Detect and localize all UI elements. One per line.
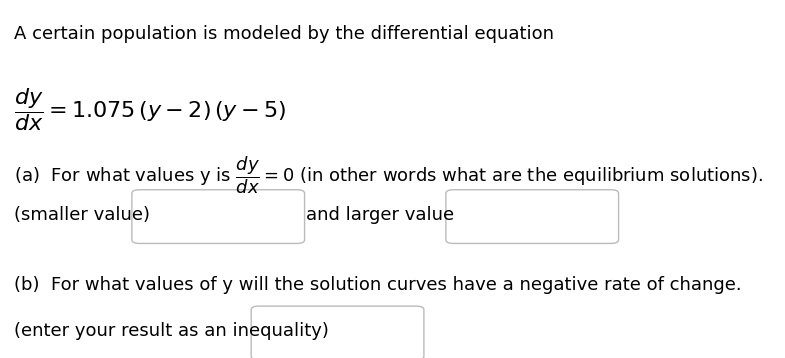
Text: and larger value: and larger value (306, 206, 455, 224)
FancyBboxPatch shape (446, 190, 619, 243)
Text: (b)  For what values of y will the solution curves have a negative rate of chang: (b) For what values of y will the soluti… (14, 276, 742, 294)
FancyBboxPatch shape (251, 306, 424, 358)
Text: A certain population is modeled by the differential equation: A certain population is modeled by the d… (14, 25, 554, 43)
Text: (a)  For what values y is $\dfrac{dy}{dx} = 0$ (in other words what are the equi: (a) For what values y is $\dfrac{dy}{dx}… (14, 154, 763, 195)
FancyBboxPatch shape (132, 190, 305, 243)
Text: (enter your result as an inequality): (enter your result as an inequality) (14, 322, 329, 340)
Text: (smaller value): (smaller value) (14, 206, 150, 224)
Text: $\dfrac{dy}{dx} = 1.075\,(y-2)\,(y-5)$: $\dfrac{dy}{dx} = 1.075\,(y-2)\,(y-5)$ (14, 86, 287, 133)
